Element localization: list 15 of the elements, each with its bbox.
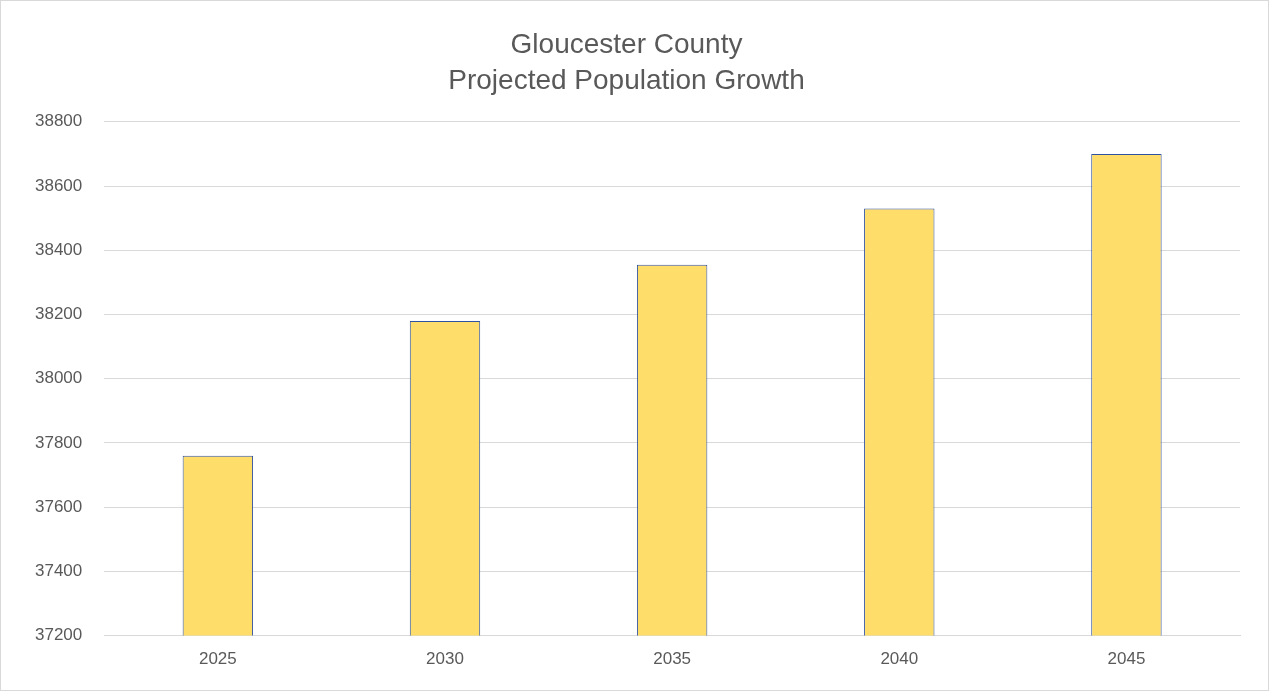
- x-tick-label: 2025: [198, 649, 237, 669]
- chart-title: Gloucester County Projected Population Growth: [448, 27, 805, 96]
- x-tick-label: 2035: [653, 649, 692, 669]
- y-tick-label: 37800: [34, 432, 83, 452]
- x-tick-label: 2045: [1107, 649, 1146, 669]
- y-tick-label: 37200: [34, 625, 83, 645]
- y-tick-label: 38800: [34, 111, 83, 131]
- x-tick-label: 2040: [880, 649, 919, 669]
- y-tick-label: 38600: [34, 175, 83, 195]
- y-tick-label: 38200: [34, 304, 83, 324]
- y-tick-label: 37600: [34, 496, 83, 516]
- y-tick-label: 37400: [34, 561, 83, 581]
- y-tick-label: 38000: [34, 368, 83, 388]
- x-tick-label: 2030: [426, 649, 464, 669]
- y-tick-label: 38400: [34, 239, 83, 259]
